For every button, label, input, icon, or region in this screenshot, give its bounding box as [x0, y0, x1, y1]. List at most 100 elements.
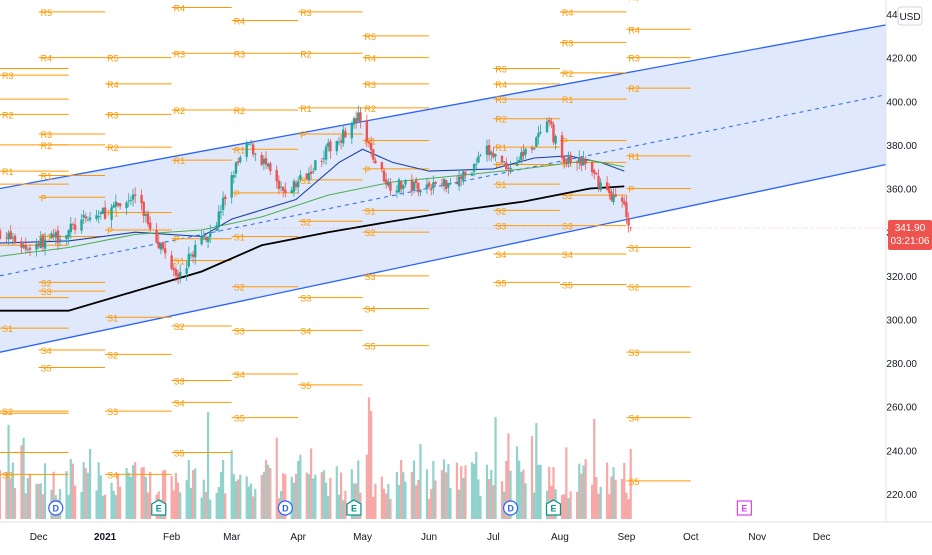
candle-body[interactable] — [412, 181, 416, 191]
candle-body[interactable] — [535, 137, 538, 147]
candle-body[interactable] — [290, 190, 293, 194]
candle-body[interactable] — [389, 182, 392, 191]
candle-body[interactable] — [13, 235, 17, 244]
candle-body[interactable] — [292, 180, 296, 192]
candle-body[interactable] — [176, 273, 180, 278]
candle-body[interactable] — [217, 211, 221, 227]
candle-body[interactable] — [133, 194, 137, 196]
candle-body[interactable] — [80, 219, 83, 231]
candle-body[interactable] — [367, 141, 371, 144]
candle-body[interactable] — [146, 213, 150, 225]
candle-body[interactable] — [172, 268, 175, 271]
candle-body[interactable] — [73, 224, 77, 230]
price-candles[interactable] — [0, 105, 632, 285]
candle-body[interactable] — [284, 189, 287, 193]
candle-body[interactable] — [7, 233, 10, 240]
candle-body[interactable] — [563, 156, 566, 163]
candle-body[interactable] — [264, 158, 268, 165]
candle-body[interactable] — [365, 120, 369, 142]
dividend-marker[interactable]: D — [277, 500, 293, 516]
candle-body[interactable] — [65, 235, 68, 240]
candle-body[interactable] — [492, 153, 495, 158]
candle-body[interactable] — [56, 230, 60, 244]
candle-body[interactable] — [339, 140, 343, 143]
candle-body[interactable] — [597, 175, 600, 188]
candle-body[interactable] — [99, 211, 103, 214]
candle-body[interactable] — [142, 201, 145, 216]
candle-body[interactable] — [129, 200, 133, 201]
candle-body[interactable] — [236, 161, 240, 164]
candle-body[interactable] — [116, 203, 120, 206]
candle-body[interactable] — [39, 237, 42, 249]
candle-body[interactable] — [103, 207, 107, 219]
candle-body[interactable] — [20, 241, 23, 248]
candle-body[interactable] — [522, 151, 525, 156]
candle-body[interactable] — [460, 176, 463, 180]
candle-body[interactable] — [254, 153, 257, 155]
candle-body[interactable] — [402, 185, 405, 189]
candle-body[interactable] — [462, 171, 465, 181]
regression-channel[interactable] — [0, 24, 887, 353]
candle-body[interactable] — [262, 159, 266, 164]
candle-body[interactable] — [299, 175, 302, 180]
candle-body[interactable] — [112, 205, 115, 208]
candle-body[interactable] — [487, 144, 491, 156]
candle-body[interactable] — [505, 162, 508, 170]
candle-body[interactable] — [247, 143, 251, 145]
candle-body[interactable] — [539, 132, 542, 134]
candle-body[interactable] — [470, 173, 474, 176]
candle-body[interactable] — [397, 179, 401, 193]
earnings-marker[interactable]: E — [151, 499, 167, 516]
candle-body[interactable] — [309, 171, 313, 174]
candle-body[interactable] — [395, 190, 399, 193]
earnings-marker[interactable]: E — [736, 500, 753, 516]
candle-body[interactable] — [430, 188, 433, 191]
candle-body[interactable] — [52, 234, 55, 237]
candle-body[interactable] — [312, 171, 315, 173]
candle-body[interactable] — [179, 272, 182, 277]
candle-body[interactable] — [84, 216, 88, 219]
candle-body[interactable] — [359, 112, 362, 122]
earnings-marker[interactable]: E — [545, 499, 562, 516]
candle-body[interactable] — [281, 186, 285, 191]
candle-body[interactable] — [50, 233, 53, 239]
earnings-marker[interactable]: E — [346, 499, 362, 516]
currency-button[interactable]: USD — [897, 6, 923, 26]
candle-body[interactable] — [447, 182, 450, 188]
candle-body[interactable] — [507, 167, 510, 169]
candle-body[interactable] — [537, 133, 540, 138]
candle-body[interactable] — [599, 182, 602, 190]
candle-body[interactable] — [67, 230, 70, 238]
candle-body[interactable] — [95, 215, 98, 220]
candle-body[interactable] — [590, 162, 594, 173]
candle-body[interactable] — [442, 178, 446, 187]
candle-body[interactable] — [161, 242, 165, 249]
candle-body[interactable] — [532, 148, 536, 150]
candle-body[interactable] — [170, 255, 173, 269]
candle-body[interactable] — [432, 182, 435, 189]
candle-body[interactable] — [352, 118, 356, 125]
candle-body[interactable] — [26, 249, 30, 251]
candle-body[interactable] — [101, 207, 105, 214]
candle-body[interactable] — [277, 180, 281, 189]
candle-body[interactable] — [118, 203, 122, 207]
candle-body[interactable] — [140, 194, 143, 204]
candle-body[interactable] — [419, 190, 422, 193]
candle-body[interactable] — [614, 194, 617, 197]
time-axis[interactable]: Dec 2021 Feb Mar Apr May Jun Jul Aug Sep Oct Nov Dec — [30, 532, 831, 543]
candle-body[interactable] — [500, 155, 504, 163]
channel-lower-line[interactable] — [0, 163, 887, 353]
candle-body[interactable] — [200, 236, 203, 245]
candle-body[interactable] — [329, 141, 332, 152]
candle-body[interactable] — [569, 154, 572, 164]
candle-body[interactable] — [22, 245, 25, 248]
candle-body[interactable] — [43, 239, 47, 249]
candle-body[interactable] — [350, 123, 354, 139]
candle-body[interactable] — [269, 163, 272, 171]
candle-body[interactable] — [342, 129, 345, 144]
candle-body[interactable] — [219, 211, 223, 213]
candle-body[interactable] — [157, 241, 160, 249]
candle-body[interactable] — [114, 201, 118, 207]
candle-body[interactable] — [457, 176, 461, 187]
